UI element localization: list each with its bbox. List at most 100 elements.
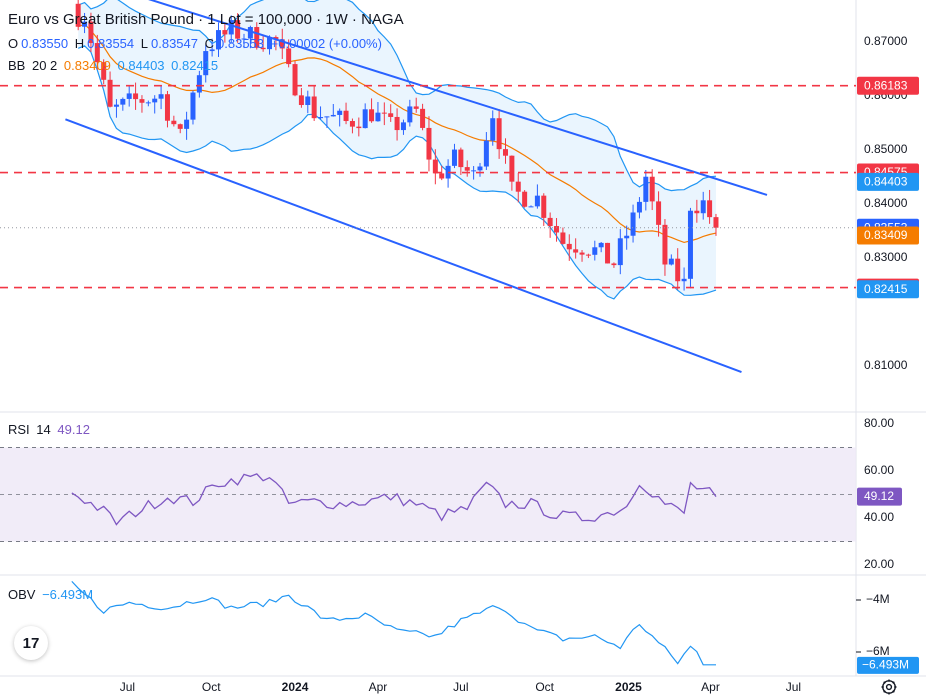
candle-body[interactable] xyxy=(298,95,304,106)
candle-body[interactable] xyxy=(636,201,642,213)
candle-body[interactable] xyxy=(515,181,521,192)
candle-body[interactable] xyxy=(247,27,253,39)
candle-body[interactable] xyxy=(113,104,119,107)
candle-body[interactable] xyxy=(196,75,202,93)
candle-body[interactable] xyxy=(120,98,126,105)
candle-body[interactable] xyxy=(267,37,273,50)
bb-legend[interactable]: BB 20 2 0.83409 0.84403 0.82415 xyxy=(8,58,221,73)
candle-body[interactable] xyxy=(483,140,489,167)
candle-body[interactable] xyxy=(145,102,151,104)
candle-body[interactable] xyxy=(668,258,674,265)
rsi-line[interactable] xyxy=(71,473,717,526)
candle-body[interactable] xyxy=(471,170,477,172)
candle-body[interactable] xyxy=(541,195,547,218)
candle-body[interactable] xyxy=(356,126,362,129)
candle-body[interactable] xyxy=(662,224,668,265)
candles[interactable] xyxy=(75,0,719,291)
candle-body[interactable] xyxy=(107,79,113,107)
candle-body[interactable] xyxy=(241,38,247,40)
candle-body[interactable] xyxy=(369,109,375,122)
candle-body[interactable] xyxy=(324,116,330,118)
candle-body[interactable] xyxy=(675,258,681,282)
gear-icon[interactable] xyxy=(880,678,898,696)
candle-body[interactable] xyxy=(503,149,509,156)
candle-body[interactable] xyxy=(509,155,515,182)
candle-body[interactable] xyxy=(464,167,470,171)
candle-body[interactable] xyxy=(286,48,292,65)
rsi-legend[interactable]: RSI 14 49.12 xyxy=(8,422,93,437)
candle-body[interactable] xyxy=(432,159,438,174)
candle-body[interactable] xyxy=(694,210,700,214)
candle-body[interactable] xyxy=(426,127,432,160)
candle-body[interactable] xyxy=(388,113,394,117)
candle-body[interactable] xyxy=(579,252,585,255)
candle-body[interactable] xyxy=(624,235,630,239)
candle-body[interactable] xyxy=(681,278,687,282)
candle-body[interactable] xyxy=(413,106,419,109)
candle-body[interactable] xyxy=(477,166,483,171)
candle-body[interactable] xyxy=(547,217,553,227)
candle-body[interactable] xyxy=(152,98,158,103)
candle-body[interactable] xyxy=(617,238,623,266)
candle-body[interactable] xyxy=(643,176,649,202)
candle-body[interactable] xyxy=(528,206,534,208)
candle-body[interactable] xyxy=(273,37,279,40)
candle-body[interactable] xyxy=(228,20,234,35)
candle-body[interactable] xyxy=(235,20,241,39)
candle-body[interactable] xyxy=(554,226,560,233)
candle-body[interactable] xyxy=(439,173,445,179)
candle-body[interactable] xyxy=(330,114,336,117)
candle-body[interactable] xyxy=(171,120,177,125)
candle-body[interactable] xyxy=(656,201,662,225)
obv-legend[interactable]: OBV −6.493M xyxy=(8,587,96,602)
rsi-pane[interactable] xyxy=(0,447,856,542)
candle-body[interactable] xyxy=(184,119,190,129)
candle-body[interactable] xyxy=(375,112,381,122)
candle-body[interactable] xyxy=(362,109,368,129)
candle-body[interactable] xyxy=(687,210,693,279)
candle-body[interactable] xyxy=(209,49,215,52)
candle-body[interactable] xyxy=(139,99,145,103)
candle-body[interactable] xyxy=(88,21,94,44)
candle-body[interactable] xyxy=(101,62,107,80)
candle-body[interactable] xyxy=(592,247,598,255)
candle-body[interactable] xyxy=(605,242,611,264)
candle-body[interactable] xyxy=(534,195,540,207)
candle-body[interactable] xyxy=(260,47,266,50)
candle-body[interactable] xyxy=(707,200,713,218)
candle-body[interactable] xyxy=(713,217,719,228)
candle-body[interactable] xyxy=(203,51,209,76)
candle-body[interactable] xyxy=(407,106,413,123)
candle-body[interactable] xyxy=(490,118,496,141)
candle-body[interactable] xyxy=(611,263,617,266)
candle-body[interactable] xyxy=(400,122,406,131)
candle-body[interactable] xyxy=(164,94,170,121)
candle-body[interactable] xyxy=(254,27,260,48)
candle-body[interactable] xyxy=(381,112,387,114)
candle-body[interactable] xyxy=(133,93,139,100)
obv-line[interactable] xyxy=(71,580,716,666)
candle-body[interactable] xyxy=(158,94,164,99)
candle-body[interactable] xyxy=(337,110,343,115)
candle-body[interactable] xyxy=(343,110,349,122)
candle-body[interactable] xyxy=(598,242,604,248)
candle-body[interactable] xyxy=(215,30,221,50)
candle-body[interactable] xyxy=(458,149,464,168)
candle-body[interactable] xyxy=(573,249,579,253)
candle-body[interactable] xyxy=(222,30,228,35)
candle-body[interactable] xyxy=(630,212,636,236)
candle-body[interactable] xyxy=(177,124,183,129)
candle-body[interactable] xyxy=(700,200,706,214)
candle-body[interactable] xyxy=(318,117,324,119)
candle-body[interactable] xyxy=(311,96,317,119)
candle-body[interactable] xyxy=(292,64,298,96)
candle-body[interactable] xyxy=(82,21,88,27)
candle-body[interactable] xyxy=(190,92,196,120)
obv-pane[interactable] xyxy=(71,580,716,666)
tradingview-logo[interactable]: 17 xyxy=(14,626,48,660)
candle-body[interactable] xyxy=(75,3,81,27)
candle-body[interactable] xyxy=(126,93,132,99)
trend-line[interactable] xyxy=(65,118,742,374)
candle-body[interactable] xyxy=(649,176,655,202)
